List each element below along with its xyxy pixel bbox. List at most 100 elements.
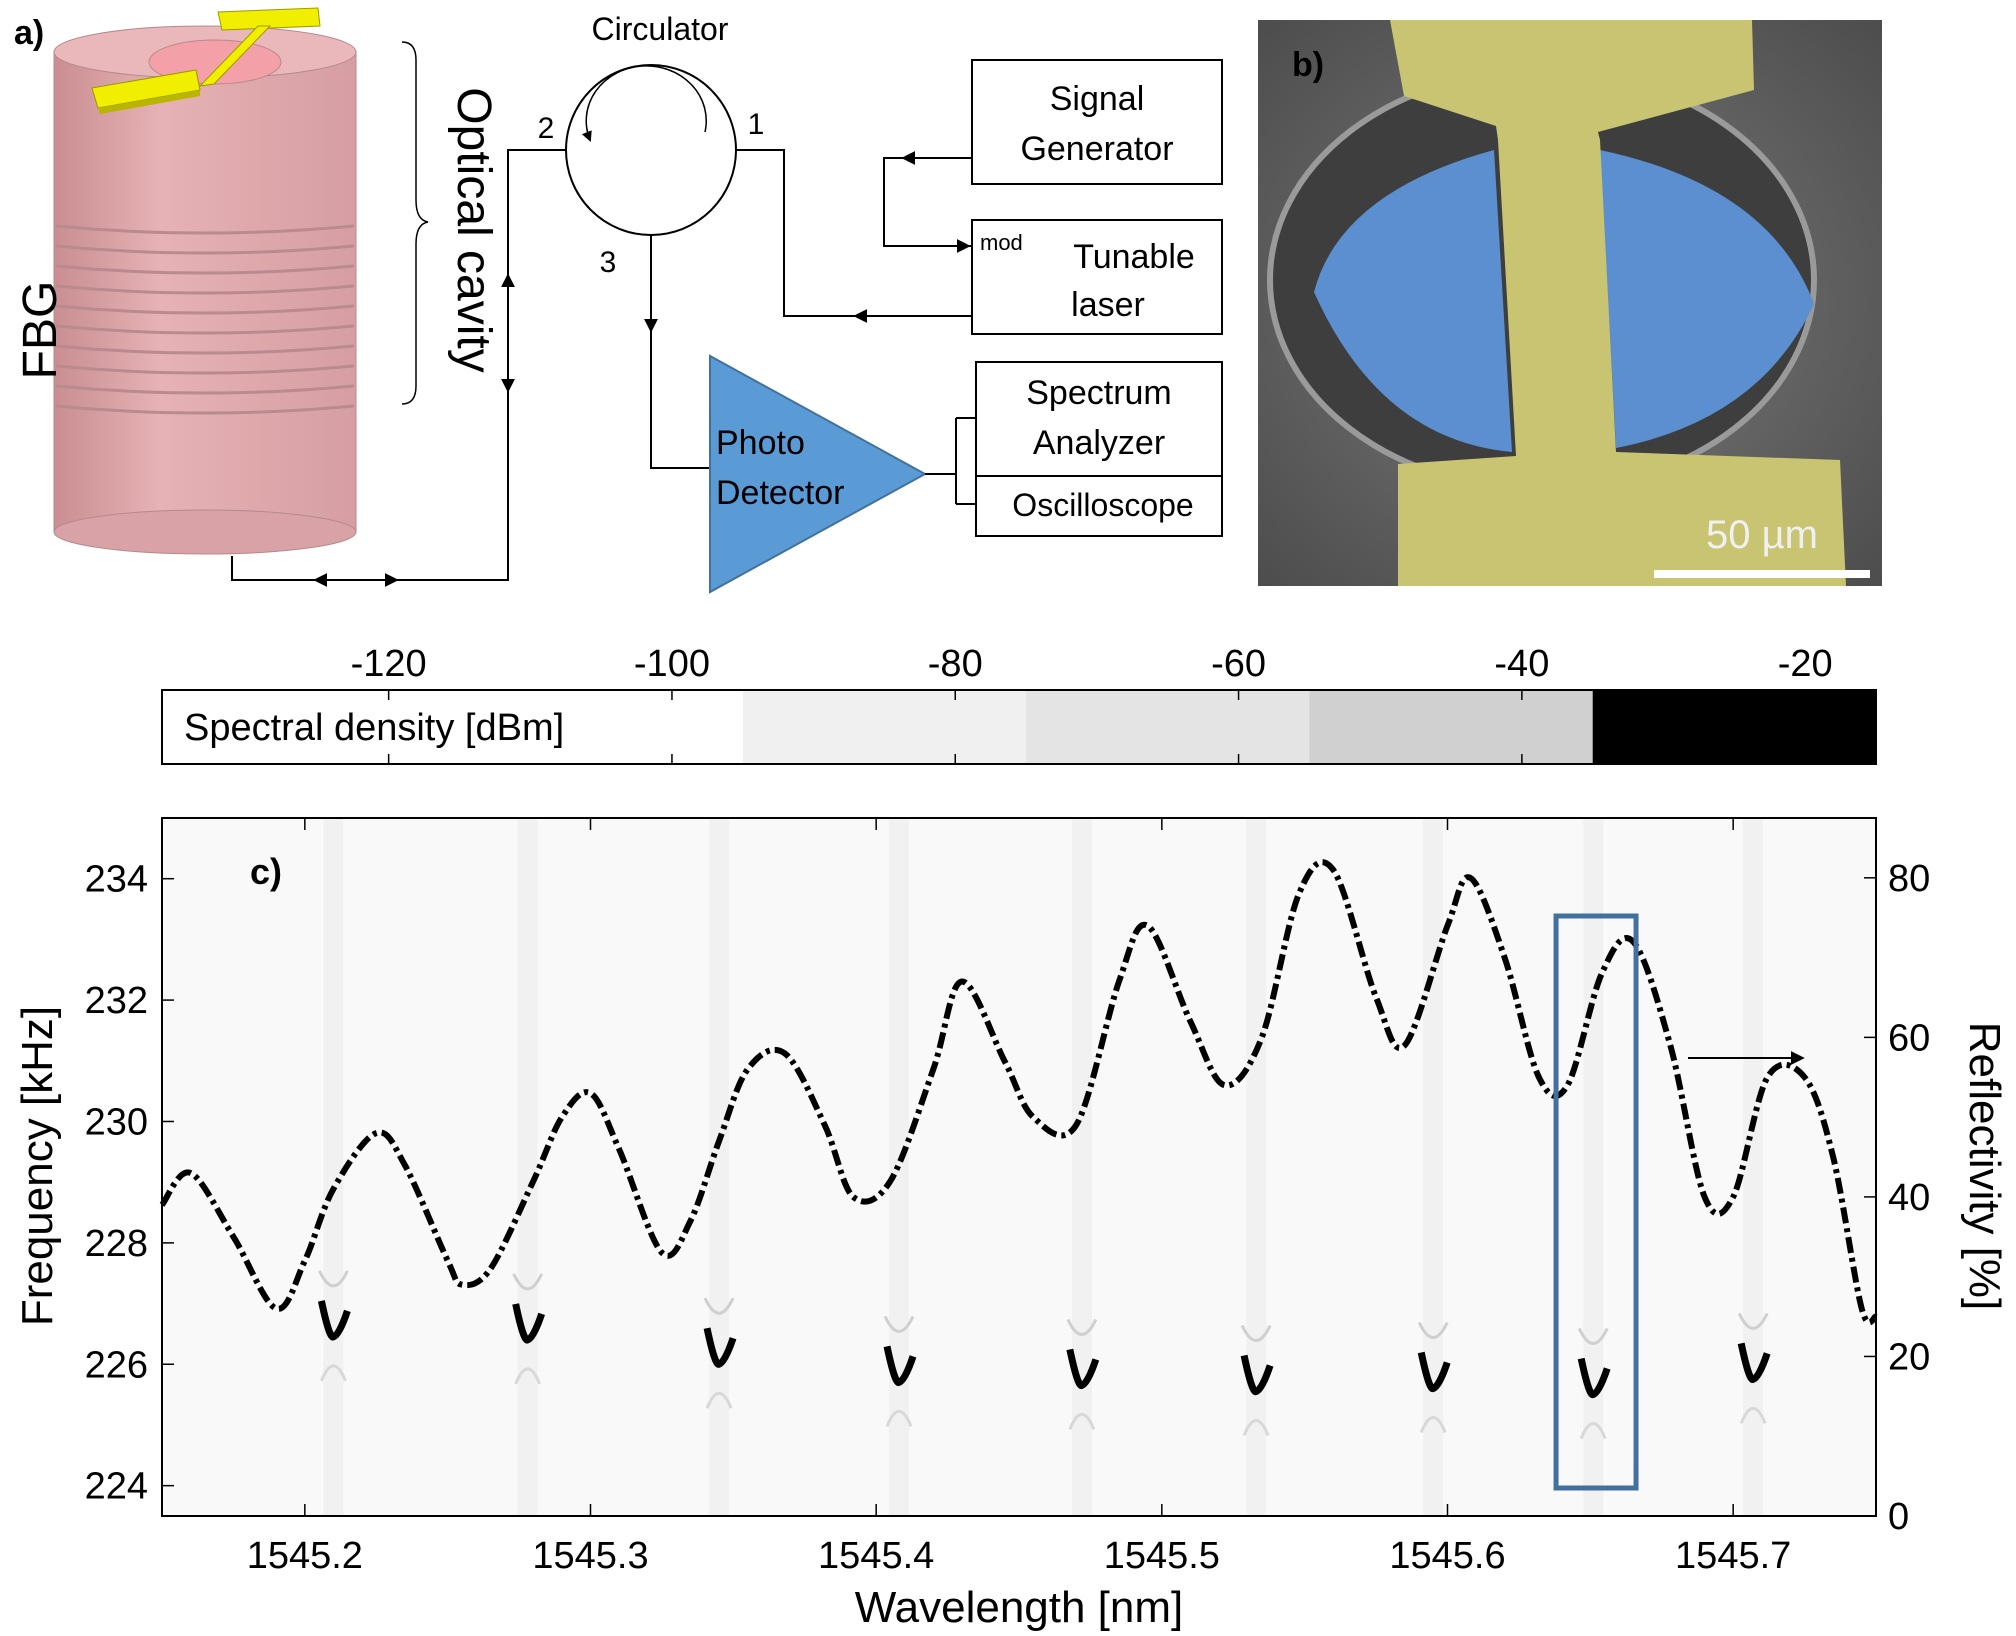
colorbar-tick-label: -40 xyxy=(1494,643,1549,685)
resonance-sideband xyxy=(703,1297,735,1315)
y2-tick-label: 40 xyxy=(1888,1177,1930,1219)
panel-b: b) 50 µm xyxy=(1258,20,1882,586)
colorbar-ticks: -120 -100 -80 -60 -40 -20 xyxy=(351,643,1833,764)
resonance-sideband xyxy=(1417,1321,1449,1339)
colorbar-bands xyxy=(162,690,1876,764)
photo-detector-icon xyxy=(709,354,928,594)
circulator-port-1: 1 xyxy=(748,108,765,141)
fbg-cylinder xyxy=(53,7,357,555)
highlight-box xyxy=(1553,913,1639,1491)
grating-line xyxy=(55,324,355,335)
panel-a: a) FBG Optical cavity C xyxy=(14,7,1223,594)
spectrum-analyzer-box: Spectrum Analyzer xyxy=(975,361,1223,477)
circulator-port-2: 2 xyxy=(538,112,555,145)
y-axis-ticks: 224 226 228 230 232 234 xyxy=(85,859,174,1508)
colorbar-tick-label: -80 xyxy=(928,643,983,685)
x-tick-label: 1545.7 xyxy=(1675,1535,1791,1577)
modulation-line xyxy=(883,157,972,247)
panel-c-label: c) xyxy=(250,851,282,892)
grating-line xyxy=(55,284,355,295)
x-tick-label: 1545.3 xyxy=(532,1535,648,1577)
panel-b-label: b) xyxy=(1292,46,1324,84)
scale-bar-label: 50 µm xyxy=(1706,513,1818,557)
bragg-grating-lines xyxy=(55,224,355,415)
x-axis-ticks: 1545.2 1545.3 1545.4 1545.5 1545.6 1545.7 xyxy=(247,818,1791,1577)
x-tick-label: 1545.6 xyxy=(1389,1535,1505,1577)
electrode-t-shape xyxy=(1390,20,1846,586)
resonance-marks xyxy=(317,1270,1771,1440)
oscilloscope-label: Oscilloscope xyxy=(1012,487,1193,523)
colorbar-tick-label: -120 xyxy=(351,643,427,685)
x-axis-label: Wavelength [nm] xyxy=(855,1583,1184,1632)
spectrum-analyzer-label-2: Analyzer xyxy=(1033,424,1165,462)
colorbar-tick-label: -100 xyxy=(634,643,710,685)
resonance-mark xyxy=(1066,1348,1100,1389)
tunable-laser-label-1: Tunable xyxy=(1073,238,1195,276)
resonance-mark xyxy=(883,1345,917,1386)
grating-line xyxy=(55,224,355,235)
grating-line xyxy=(55,244,355,255)
colorbar-band xyxy=(162,690,743,764)
signal-generator-label-2: Generator xyxy=(1020,130,1173,168)
fbg-label: FBG xyxy=(14,281,67,380)
x-tick-label: 1545.4 xyxy=(818,1535,934,1577)
resonance-mark xyxy=(317,1300,351,1341)
grating-line xyxy=(55,364,355,375)
y-tick-label: 234 xyxy=(85,859,148,901)
detector-line xyxy=(650,235,710,469)
panel-c: 1545.2 1545.3 1545.4 1545.5 1545.6 1545.7 224… xyxy=(13,817,2009,1632)
resonance-sideband xyxy=(1419,1416,1447,1434)
resonance-sideband xyxy=(318,1270,349,1288)
resonance-sideband xyxy=(1577,1327,1609,1345)
photo-detector-label-2: Detector xyxy=(716,474,845,512)
oscilloscope-box: Oscilloscope xyxy=(975,475,1223,537)
reflectivity-curve xyxy=(159,859,1879,1326)
tunable-laser-box: mod Tunable laser xyxy=(971,219,1223,335)
resonance-sideband xyxy=(1242,1419,1270,1437)
colorbar-tick-label: -60 xyxy=(1211,643,1266,685)
resonance-sideband xyxy=(512,1273,544,1291)
colorbar-band xyxy=(1309,690,1593,764)
colorbar-band xyxy=(1026,690,1310,764)
y-tick-label: 226 xyxy=(85,1344,148,1386)
grating-line xyxy=(55,264,355,275)
y-tick-label: 228 xyxy=(85,1223,148,1265)
y-tick-label: 230 xyxy=(85,1101,148,1143)
background-stripe xyxy=(709,818,730,1516)
resonance-mark xyxy=(1417,1351,1451,1392)
fiber-line xyxy=(231,149,566,581)
circulator-title: Circulator xyxy=(592,11,729,47)
background-stripe xyxy=(1246,818,1267,1516)
resonance-mark xyxy=(703,1327,737,1368)
background-stripe xyxy=(517,818,538,1516)
x-tick-label: 1545.5 xyxy=(1104,1535,1220,1577)
resonance-sideband xyxy=(1737,1312,1769,1330)
resonance-sideband xyxy=(1579,1422,1607,1440)
electrode-icon xyxy=(91,7,321,114)
y2-tick-label: 80 xyxy=(1888,858,1930,900)
y2-tick-label: 20 xyxy=(1888,1336,1930,1378)
background-stripe xyxy=(323,818,344,1516)
plot-frame xyxy=(161,817,1877,1517)
resonance-sideband xyxy=(1739,1406,1767,1424)
grating-line xyxy=(55,304,355,315)
membrane-left xyxy=(1314,150,1512,452)
colorbar-band xyxy=(742,690,1027,764)
laser-to-circulator-line xyxy=(736,149,972,317)
plot-background xyxy=(162,818,1876,1516)
colorbar-band xyxy=(1592,690,1876,764)
optical-cavity-label: Optical cavity xyxy=(447,87,500,372)
grating-line xyxy=(55,344,355,355)
y-axis-label: Frequency [kHz] xyxy=(13,1006,62,1326)
signal-generator-label-1: Signal xyxy=(1050,80,1145,118)
resonance-mark xyxy=(512,1303,545,1344)
background-stripe xyxy=(1071,818,1092,1516)
circulation-arrow-icon xyxy=(581,65,707,142)
spectrum-analyzer-label-1: Spectrum xyxy=(1026,374,1172,412)
y2-tick-label: 60 xyxy=(1888,1017,1930,1059)
photo-detector-label-1: Photo xyxy=(716,424,805,462)
resonance-mark xyxy=(1577,1357,1611,1399)
resonance-sideband xyxy=(883,1315,915,1333)
resonance-sideband xyxy=(1066,1318,1098,1336)
circulator: Circulator 1 2 3 xyxy=(538,11,765,279)
